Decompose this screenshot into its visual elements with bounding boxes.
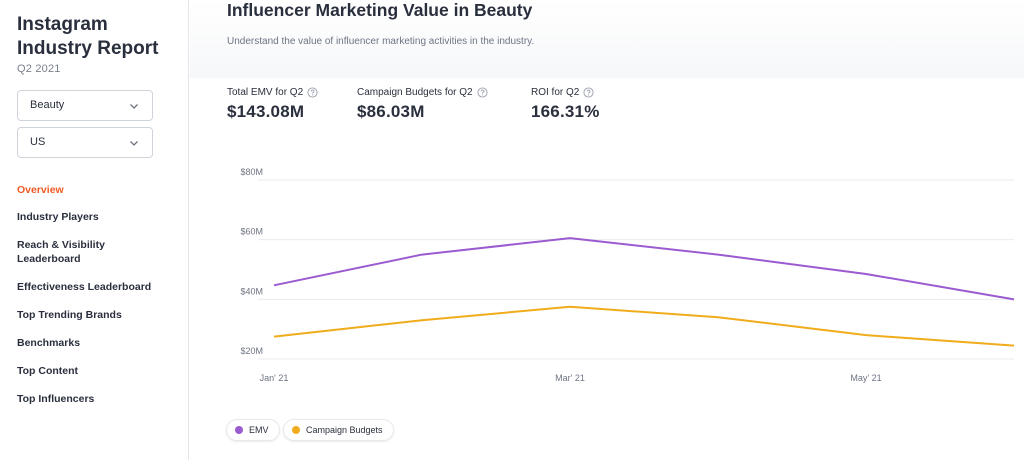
kpi-roi: ROI for Q2 166.31%: [531, 87, 600, 122]
chevron-down-icon: [130, 104, 138, 109]
kpi-campaign-budgets: Campaign Budgets for Q2 $86.03M: [357, 87, 488, 122]
page-subtitle: Understand the value of influencer marke…: [227, 36, 535, 47]
country-select-value: US: [30, 136, 46, 148]
legend-dot-emv: [235, 426, 243, 434]
nav-item-top-trending-brands[interactable]: Top Trending Brands: [17, 309, 122, 321]
x-tick-label: Jan' 21: [260, 373, 289, 383]
legend-label-emv: EMV: [249, 425, 269, 435]
nav-item-top-content[interactable]: Top Content: [17, 365, 79, 377]
nav-item-top-influencers[interactable]: Top Influencers: [17, 393, 95, 405]
report-period: Q2 2021: [17, 63, 61, 75]
nav-item-effectiveness-leaderboard[interactable]: Effectiveness Leaderboard: [17, 281, 152, 293]
report-title: Instagram Industry Report: [17, 13, 177, 61]
report-title-line1: Instagram: [17, 14, 108, 35]
legend-dot-budget: [292, 426, 300, 434]
y-tick-label: $80M: [240, 167, 263, 177]
legend-item-campaign-budgets[interactable]: Campaign Budgets: [283, 419, 394, 441]
series-line-campaign-budgets[interactable]: [273, 305, 1015, 347]
help-circle-icon[interactable]: [307, 87, 318, 98]
series-line-emv[interactable]: [273, 237, 1015, 301]
industry-select-value: Beauty: [30, 99, 65, 111]
y-tick-label: $60M: [240, 227, 263, 237]
nav-item-reach-visibility-leaderboard[interactable]: Reach & Visibility Leaderboard: [17, 239, 105, 265]
chevron-down-icon: [130, 141, 138, 146]
x-tick-label: Mar' 21: [555, 373, 585, 383]
y-tick-label: $20M: [240, 346, 263, 356]
legend-item-emv[interactable]: EMV: [226, 419, 280, 441]
country-select[interactable]: US: [17, 127, 153, 158]
emv-budget-line-chart: $20M $40M $60M $80M Jan' 21 Mar' 21 May' 21: [240, 167, 1015, 383]
kpi-roi-label: ROI for Q2: [531, 87, 580, 98]
help-circle-icon[interactable]: [477, 87, 488, 98]
kpi-total-emv: Total EMV for Q2 $143.08M: [227, 87, 318, 122]
nav-item-benchmarks[interactable]: Benchmarks: [17, 337, 81, 349]
industry-select[interactable]: Beauty: [17, 90, 153, 121]
nav-item-industry-players[interactable]: Industry Players: [17, 211, 99, 223]
kpi-emv-label: Total EMV for Q2: [227, 87, 304, 98]
kpi-emv-value: $143.08M: [227, 102, 305, 121]
nav-item-overview[interactable]: Overview: [17, 184, 64, 196]
legend-label-budget: Campaign Budgets: [306, 425, 383, 435]
header-band: [190, 0, 1024, 78]
kpi-budget-value: $86.03M: [357, 102, 425, 121]
report-title-line2: Industry Report: [17, 38, 159, 59]
kpi-roi-value: 166.31%: [531, 102, 600, 121]
sidebar: Instagram Industry Report Q2 2021 Beauty…: [0, 0, 189, 460]
kpi-budget-label: Campaign Budgets for Q2: [357, 87, 473, 98]
help-circle-icon[interactable]: [583, 87, 594, 98]
y-tick-label: $40M: [240, 286, 263, 296]
page-title: Influencer Marketing Value in Beauty: [227, 0, 533, 20]
x-tick-label: May' 21: [850, 373, 881, 383]
